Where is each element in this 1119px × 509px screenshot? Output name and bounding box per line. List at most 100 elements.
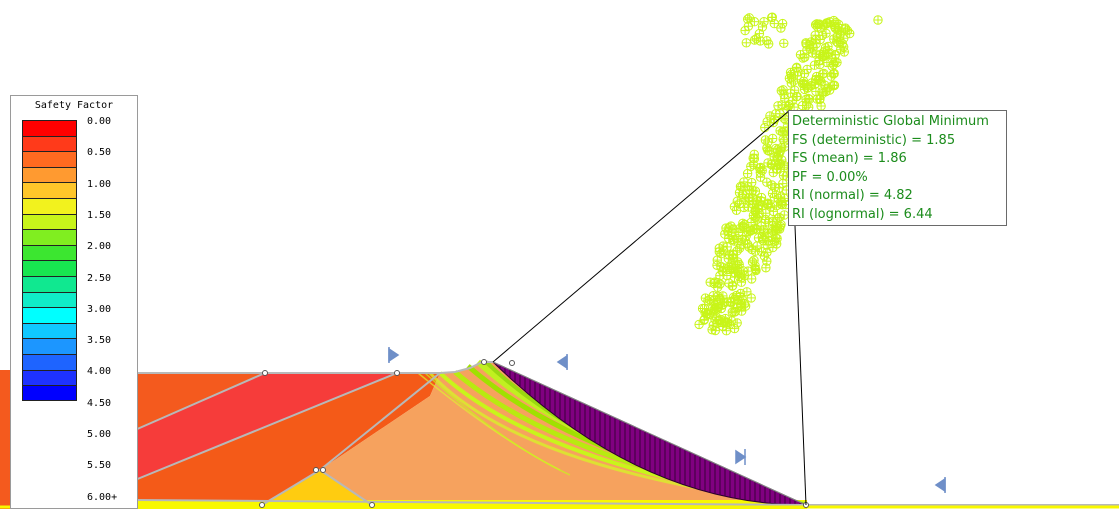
slip-center-point [767, 12, 777, 22]
legend-label: 5.00 [87, 429, 112, 440]
slip-center-point [823, 41, 833, 52]
slip-center-point [792, 71, 803, 81]
vertex [369, 502, 375, 508]
slip-center-point [803, 93, 813, 104]
vertex [320, 467, 326, 473]
vertex [509, 360, 515, 366]
info-fs-mean: FS (mean) = 1.86 [792, 151, 907, 166]
legend-swatch [22, 229, 77, 245]
slip-center-point [787, 96, 798, 106]
material-foundation [135, 500, 807, 509]
legend-swatch [22, 260, 77, 276]
slip-center-point [839, 47, 849, 57]
slope-limit-markers[interactable] [388, 347, 946, 493]
slip-center-point [752, 241, 762, 251]
slip-center-point [795, 50, 806, 60]
info-fs-deterministic: FS (deterministic) = 1.85 [792, 132, 956, 148]
slip-center-point [828, 80, 838, 90]
legend-swatch [22, 244, 77, 261]
vertex [313, 467, 319, 473]
slip-center-point [778, 178, 788, 189]
slip-center-point [762, 256, 772, 266]
slip-center-point [724, 262, 734, 272]
slip-center-point [720, 313, 731, 324]
slip-center-point [837, 38, 847, 49]
boundary-lines [0, 361, 1119, 506]
slip-center-point [735, 223, 745, 233]
slip-center-point [741, 38, 751, 48]
slip-center-point [732, 261, 742, 271]
slope-limit-marker-left-1[interactable] [388, 347, 400, 363]
slip-center-point [732, 318, 742, 328]
slip-center-point [768, 117, 779, 128]
legend-swatch [22, 182, 77, 198]
slip-center-point [725, 297, 736, 307]
slip-center-point [801, 38, 811, 48]
leader-lines [492, 109, 807, 506]
info-pf: PF = 0.00% [792, 169, 868, 185]
slip-center-point [773, 214, 783, 224]
legend-swatch [22, 291, 77, 308]
slip-center-point [786, 72, 797, 82]
legend-label: 0.50 [87, 147, 112, 159]
legend-label: 2.50 [87, 272, 112, 284]
slip-center-point [724, 223, 734, 233]
slip-center-point [776, 199, 786, 209]
legend-swatch [22, 151, 77, 167]
legend-swatch [22, 198, 77, 214]
slope-limit-marker-right-1[interactable] [556, 354, 568, 370]
legend-label: 3.50 [87, 335, 112, 347]
info-ri-lognormal: RI (lognormal) = 6.44 [792, 206, 933, 222]
slip-center-point [812, 22, 823, 32]
global-minimum-info-box[interactable]: Deterministic Global Minimum FS (determi… [788, 110, 1007, 226]
slip-center-point [767, 188, 778, 199]
slip-center-point [762, 177, 772, 187]
slip-center-point [762, 199, 772, 210]
legend-swatch [22, 354, 77, 370]
legend-swatch [22, 307, 77, 323]
legend-swatch [22, 322, 77, 339]
slip-center-point [743, 193, 753, 203]
slope-limit-marker-left-2[interactable] [735, 449, 747, 465]
material-yellow-wedge [262, 470, 372, 505]
legend-label: 3.00 [87, 303, 112, 315]
slip-center-point [818, 30, 828, 40]
legend-swatch [22, 369, 77, 386]
slip-center-point [755, 167, 765, 178]
slip-center-point [740, 235, 750, 246]
vertex [262, 370, 268, 376]
slip-center-point [811, 86, 821, 97]
slip-center-point [742, 182, 753, 192]
slip-center-point [811, 39, 821, 49]
legend-label: 5.50 [87, 460, 112, 472]
slip-center-point [716, 249, 726, 259]
slip-center-point [754, 28, 765, 39]
slip-center-point [750, 212, 760, 223]
slip-center-point [721, 326, 732, 336]
slip-center-point [762, 36, 772, 46]
slip-center-point [810, 20, 821, 30]
slip-center-point [763, 137, 773, 147]
slip-center-point [751, 265, 761, 276]
slip-center-point [762, 143, 772, 153]
slip-center-point [827, 53, 837, 64]
slip-center-point [751, 224, 762, 234]
info-title: Deterministic Global Minimum [792, 114, 989, 129]
legend-swatch [22, 338, 77, 354]
material-orange-band [135, 373, 440, 505]
slope-limit-marker-right-2[interactable] [934, 477, 946, 493]
slip-center-point [821, 86, 831, 97]
slip-center-point [731, 205, 742, 215]
vertex [481, 359, 487, 365]
slip-center-point [779, 38, 789, 48]
slip-center-point [737, 272, 747, 283]
legend-swatch [22, 135, 77, 152]
legend-title: Safety Factor [34, 100, 114, 111]
legend-swatch [22, 385, 77, 401]
legend-label: 1.50 [87, 209, 112, 221]
slip-center-point [717, 300, 728, 310]
legend-swatch [22, 276, 77, 292]
slip-center-point [714, 243, 724, 253]
slip-center-point [767, 159, 777, 169]
